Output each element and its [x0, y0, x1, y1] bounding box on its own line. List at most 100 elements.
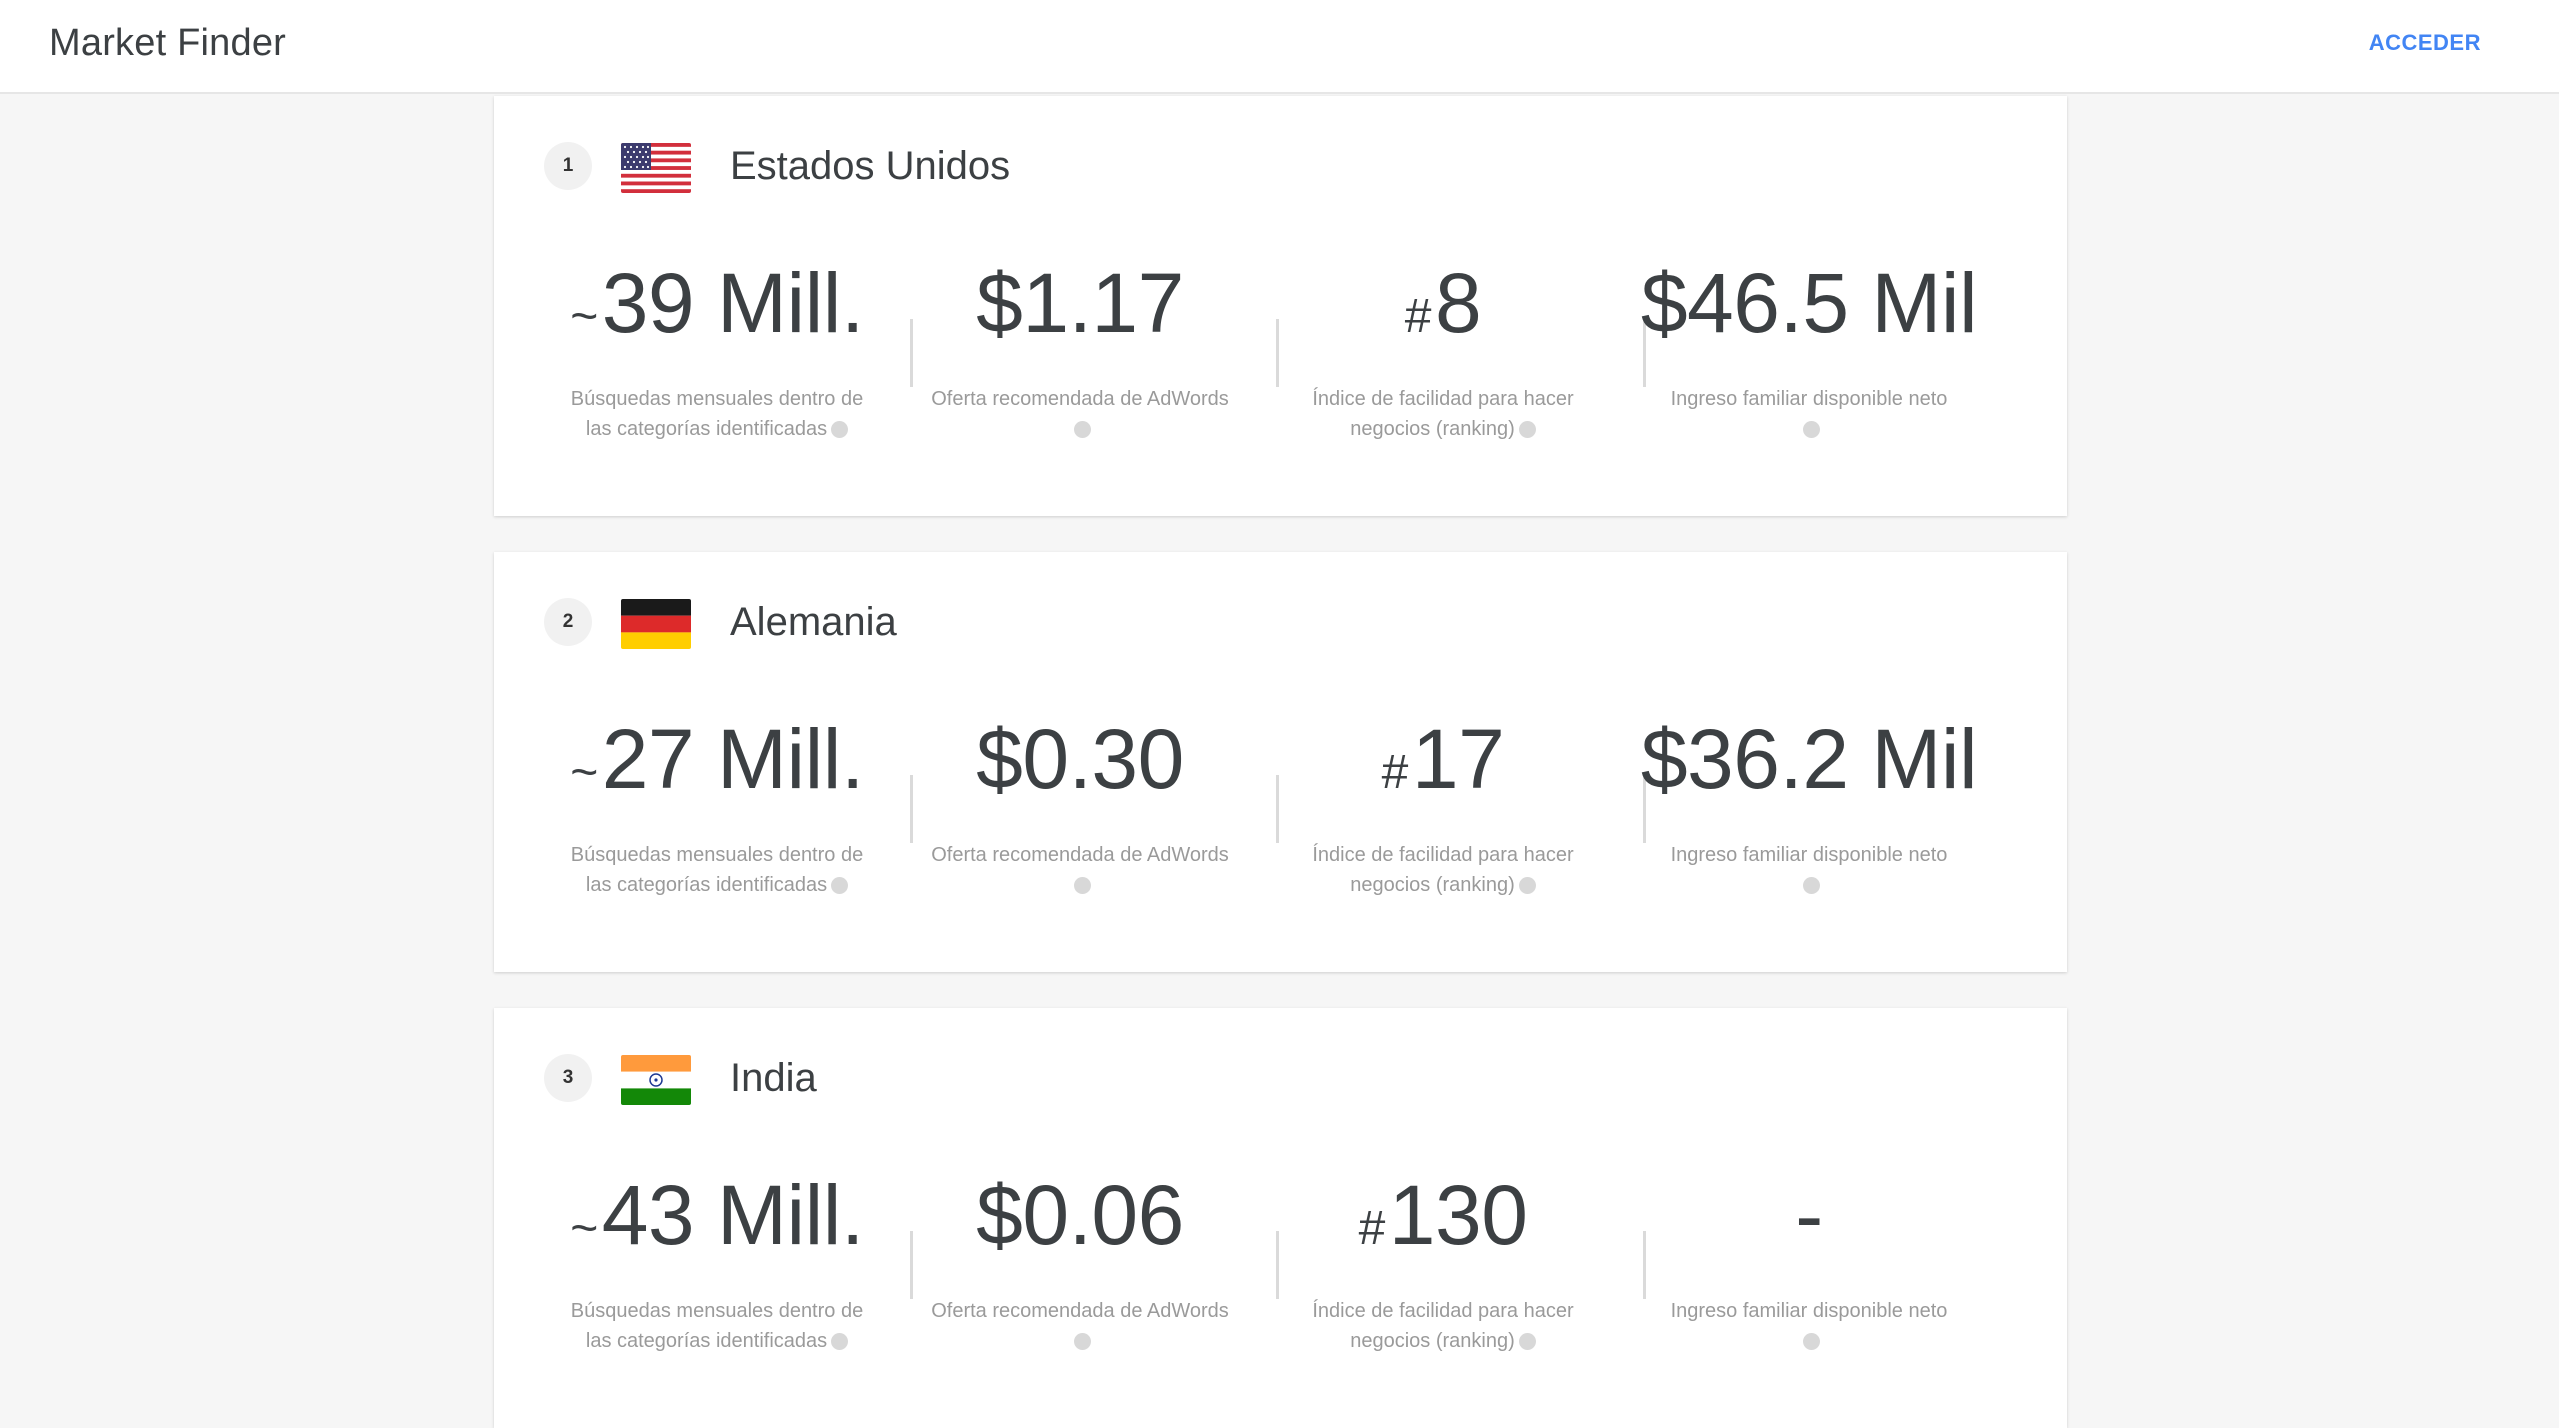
recommended-bid-stat: $1.17 Oferta recomendada de AdWords: [897, 256, 1263, 476]
monthly-searches-number: 39 Mill.: [601, 256, 865, 350]
label-line: Búsquedas mensuales dentro de: [570, 1300, 864, 1322]
household-income-label: Ingreso familiar disponible neto: [1626, 840, 1992, 900]
label-line: Índice de facilidad para hacer: [1312, 844, 1574, 866]
label-line: Índice de facilidad para hacer: [1312, 1300, 1574, 1322]
hash-prefix: #: [1404, 290, 1432, 343]
divider: [1276, 319, 1279, 387]
monthly-searches-label: Búsquedas mensuales dentro de las categor…: [534, 384, 900, 444]
divider: [910, 1231, 913, 1299]
divider: [1276, 1231, 1279, 1299]
monthly-searches-label: Búsquedas mensuales dentro de las categor…: [534, 840, 900, 900]
recommended-bid-stat: $0.06 Oferta recomendada de AdWords: [897, 1168, 1263, 1388]
ease-of-business-number: 130: [1388, 1168, 1528, 1262]
rank-badge: 1: [544, 142, 592, 190]
help-icon[interactable]: [831, 421, 849, 438]
hash-prefix: #: [1381, 746, 1409, 799]
approx-prefix: ~: [570, 1202, 598, 1255]
divider: [1276, 775, 1279, 843]
label-line: las categorías identificadas: [585, 1330, 828, 1352]
help-icon[interactable]: [1073, 421, 1091, 438]
divider: [1643, 1231, 1646, 1299]
approx-prefix: ~: [570, 746, 598, 799]
country-card[interactable]: 1 Estados Unidos: [494, 96, 2067, 516]
recommended-bid-label: Oferta recomendada de AdWords: [897, 1296, 1263, 1356]
label-line: Búsquedas mensuales dentro de: [570, 844, 864, 866]
label-line: Búsquedas mensuales dentro de: [570, 388, 864, 410]
household-income-stat: - Ingreso familiar disponible neto: [1626, 1168, 1992, 1388]
recommended-bid-label: Oferta recomendada de AdWords: [897, 840, 1263, 900]
help-icon[interactable]: [1802, 1333, 1820, 1350]
top-app-bar: Market Finder ACCEDER: [0, 0, 2559, 94]
household-income-stat: $46.5 Mil Ingreso familiar disponible ne…: [1626, 256, 1992, 476]
monthly-searches-stat: ~43 Mill. Búsquedas mensuales dentro de l…: [534, 1168, 900, 1388]
household-income-value: -: [1795, 1168, 1823, 1262]
monthly-searches-stat: ~39 Mill. Búsquedas mensuales dentro de l…: [534, 256, 900, 476]
ease-of-business-value: #8: [1260, 256, 1626, 350]
ease-of-business-stat: #8 Índice de facilidad para hacer negocio…: [1260, 256, 1626, 476]
country-card[interactable]: 2 Alemania ~27 Mill. Búsquedas mensuales…: [494, 552, 2067, 972]
ease-of-business-number: 17: [1411, 712, 1505, 806]
help-icon[interactable]: [1802, 421, 1820, 438]
label-line: las categorías identificadas: [585, 418, 828, 440]
hash-prefix: #: [1358, 1202, 1386, 1255]
login-button[interactable]: ACCEDER: [2368, 30, 2481, 55]
us-flag-icon: [621, 143, 691, 193]
ease-of-business-label: Índice de facilidad para hacer negocios (…: [1260, 384, 1626, 444]
rank-badge: 3: [544, 1054, 592, 1102]
ease-of-business-stat: #17 Índice de facilidad para hacer negoci…: [1260, 712, 1626, 932]
household-income-value: $36.2 Mil: [1640, 712, 1978, 806]
recommended-bid-value: $0.06: [976, 1168, 1184, 1262]
india-flag-icon: [621, 1055, 691, 1105]
help-icon[interactable]: [831, 877, 849, 894]
label-line: negocios (ranking): [1350, 1330, 1515, 1352]
household-income-label: Ingreso familiar disponible neto: [1626, 384, 1992, 444]
household-income-stat: $36.2 Mil Ingreso familiar disponible ne…: [1626, 712, 1992, 932]
country-name[interactable]: Estados Unidos: [730, 144, 1011, 188]
monthly-searches-stat: ~27 Mill. Búsquedas mensuales dentro de l…: [534, 712, 900, 932]
help-icon[interactable]: [1802, 877, 1820, 894]
help-icon[interactable]: [1073, 1333, 1091, 1350]
divider: [1643, 319, 1646, 387]
germany-flag-icon: [621, 599, 691, 649]
label-line: negocios (ranking): [1350, 418, 1515, 440]
monthly-searches-value: ~39 Mill.: [534, 256, 900, 350]
recommended-bid-stat: $0.30 Oferta recomendada de AdWords: [897, 712, 1263, 932]
rank-badge: 2: [544, 598, 592, 646]
ease-of-business-stat: #130 Índice de facilidad para hacer negoc…: [1260, 1168, 1626, 1388]
recommended-bid-value: $0.30: [976, 712, 1184, 806]
help-icon[interactable]: [1518, 877, 1536, 894]
label-line: Índice de facilidad para hacer: [1312, 388, 1574, 410]
label-line: Oferta recomendada de AdWords: [931, 388, 1229, 410]
divider: [910, 775, 913, 843]
help-icon[interactable]: [1073, 877, 1091, 894]
label-line: las categorías identificadas: [585, 874, 828, 896]
monthly-searches-number: 43 Mill.: [601, 1168, 865, 1262]
label-line: Oferta recomendada de AdWords: [931, 1300, 1229, 1322]
label-line: negocios (ranking): [1350, 874, 1515, 896]
label-line: Ingreso familiar disponible neto: [1670, 844, 1948, 866]
label-line: Oferta recomendada de AdWords: [931, 844, 1229, 866]
help-icon[interactable]: [831, 1333, 849, 1350]
recommended-bid-value: $1.17: [976, 256, 1184, 350]
approx-prefix: ~: [570, 290, 598, 343]
household-income-label: Ingreso familiar disponible neto: [1626, 1296, 1992, 1356]
label-line: Ingreso familiar disponible neto: [1670, 388, 1948, 410]
country-name[interactable]: India: [730, 1056, 817, 1100]
divider: [910, 319, 913, 387]
ease-of-business-label: Índice de facilidad para hacer negocios (…: [1260, 1296, 1626, 1356]
country-name[interactable]: Alemania: [730, 600, 897, 644]
monthly-searches-number: 27 Mill.: [601, 712, 865, 806]
monthly-searches-label: Búsquedas mensuales dentro de las categor…: [534, 1296, 900, 1356]
household-income-value: $46.5 Mil: [1640, 256, 1978, 350]
ease-of-business-value: #17: [1260, 712, 1626, 806]
ease-of-business-value: #130: [1260, 1168, 1626, 1262]
monthly-searches-value: ~43 Mill.: [534, 1168, 900, 1262]
app-title: Market Finder: [49, 22, 287, 64]
divider: [1643, 775, 1646, 843]
help-icon[interactable]: [1518, 1333, 1536, 1350]
monthly-searches-value: ~27 Mill.: [534, 712, 900, 806]
country-card[interactable]: 3 India ~43 Mill. Búsquedas mensuales de…: [494, 1008, 2067, 1428]
ease-of-business-number: 8: [1434, 256, 1482, 350]
ease-of-business-label: Índice de facilidad para hacer negocios (…: [1260, 840, 1626, 900]
help-icon[interactable]: [1518, 421, 1536, 438]
